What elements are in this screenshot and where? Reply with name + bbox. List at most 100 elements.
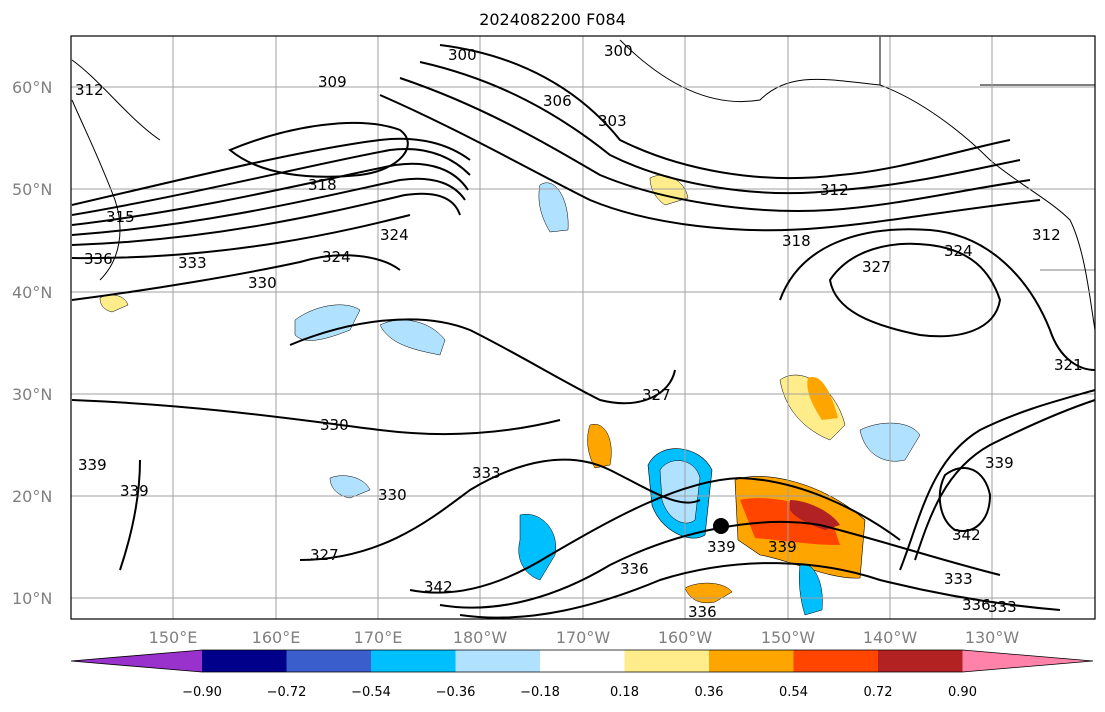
contour-line [289,318,676,405]
contour-line [71,177,466,236]
shade-patch [798,563,823,616]
contour-label: 336 [962,596,991,614]
lon-label: 160°W [658,628,713,647]
contour-line [228,122,409,178]
colorbar-label: −0.72 [267,685,307,700]
contour-line [914,399,1096,561]
colorbar-segment [962,650,1093,672]
lon-label: 150°E [149,628,198,647]
lat-label: 20°N [12,487,52,506]
coastline-alaska [619,39,1096,331]
contour-label: 336 [688,603,717,621]
contour-label: 318 [308,176,337,194]
contour-line [71,192,461,246]
contour-label: 339 [78,456,107,474]
shade-patch [779,374,846,441]
contour-label: 312 [1032,226,1061,244]
contour-line [399,77,1031,212]
colorbar-label: 0.72 [864,685,893,700]
contour-line [379,94,1041,232]
colorbar-label: −0.36 [436,685,476,700]
colorbar-segment [202,650,287,672]
contour-label: 333 [178,254,207,272]
contour-label: 330 [320,416,349,434]
contour-label: 330 [248,274,277,292]
colorbar-segment [71,650,202,672]
shade-patch [379,319,446,356]
contour-label: 342 [424,578,453,596]
contour-label: 333 [472,464,501,482]
contour-line [779,228,1096,371]
contour-label: 306 [543,92,572,110]
map-frame [70,35,1096,620]
lon-label: 150°W [761,628,816,647]
colorbar-segment [709,650,794,672]
shade-patch [538,182,569,233]
lat-label: 10°N [12,589,52,608]
contour-labels: 300 300 303 306 309 312 312 312 315 318 … [75,42,1083,621]
colorbar-label: −0.54 [351,685,391,700]
contour-label: 339 [768,538,797,556]
contour-label: 318 [782,232,811,250]
contour-label: 333 [944,570,973,588]
contour-line [299,458,701,561]
contour-label: 315 [106,208,135,226]
colorbar-label: 0.90 [948,685,977,700]
contour-line [71,148,471,216]
colorbar-label: 0.54 [779,685,808,700]
contour-label: 300 [448,46,477,64]
lon-label: 170°W [556,628,611,647]
colorbar-segment [878,650,963,672]
shade-patch [587,424,612,469]
map-title: 2024082200 F084 [479,10,626,29]
lat-label: 60°N [12,78,52,97]
contour-label: 339 [707,538,736,556]
contour-label: 312 [820,181,849,199]
shade-patch [807,377,838,420]
contour-label: 312 [75,81,104,99]
contour-label: 339 [985,454,1014,472]
contour-line [71,214,411,260]
lon-label: 160°E [252,628,301,647]
contour-label: 309 [318,73,347,91]
colorbar-label: 0.18 [610,685,639,700]
shade-patch [99,294,129,313]
shade-patch [329,475,371,499]
colorbar-outline [70,649,1094,673]
colorbar-segment [624,650,709,672]
contour-line [119,459,141,571]
lat-labels: 60°N 50°N 40°N 30°N 20°N 10°N [12,78,52,608]
colorbar: −0.90 −0.72 −0.54 −0.36 −0.18 0.18 0.36 … [70,649,1094,700]
contour-line [409,476,901,594]
gridlines [71,36,1095,619]
shade-patch [659,460,701,524]
colorbar-segment [793,650,878,672]
shade-patch [518,513,557,581]
contour-line [439,44,1011,180]
contour-label: 321 [1054,356,1083,374]
shade-patch [294,304,361,341]
contour-line [71,137,471,206]
shade-patch [684,582,733,604]
colorbar-segment [286,650,371,672]
colorbar-label: 0.36 [695,685,724,700]
contour-line [459,562,1061,619]
shade-patch [790,500,840,530]
contour-label: 330 [378,486,407,504]
colorbar-segment [371,650,456,672]
colorbar-label: −0.90 [182,685,222,700]
contour-line [828,242,1002,338]
colorbar-segment [540,650,625,672]
contour-line [71,399,561,436]
contour-line [938,466,992,532]
lon-label: 130°W [965,628,1020,647]
lat-label: 50°N [12,180,52,199]
contour-label: 342 [952,526,981,544]
contour-line [71,162,469,226]
shaded-anomalies [99,174,921,616]
lon-labels: 150°E 160°E 170°E 180°W 170°W 160°W 150°… [149,628,1020,647]
contour-label: 339 [120,482,149,500]
contour-line [419,61,1021,195]
contour-label: 324 [380,226,409,244]
